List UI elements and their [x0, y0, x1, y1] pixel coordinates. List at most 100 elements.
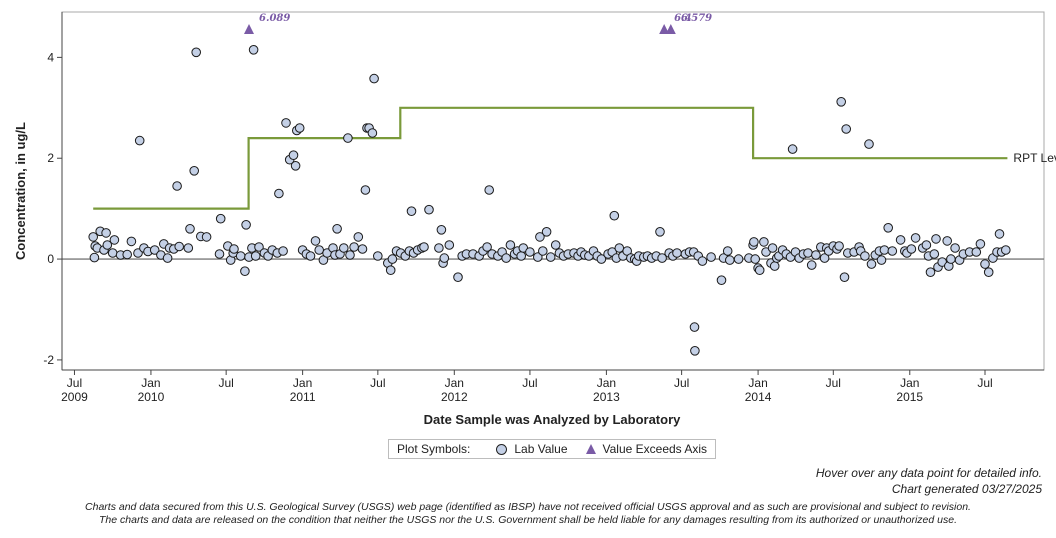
lab-value-point: [343, 133, 353, 143]
lab-value-point: [349, 242, 359, 252]
lab-value-point: [339, 243, 349, 253]
rpt-level-label: RPT Level: [1013, 151, 1056, 165]
lab-value-point: [689, 322, 700, 332]
x-tick-year-label: 2010: [138, 390, 165, 404]
value-exceeds-axis-marker: [659, 24, 670, 34]
lab-value-point: [950, 243, 960, 253]
lab-value-point: [980, 259, 990, 269]
x-tick-label: Jan: [900, 376, 919, 390]
value-exceeds-axis-marker: [244, 24, 255, 34]
lab-value-point: [535, 232, 545, 242]
lab-value-point: [294, 123, 305, 133]
lab-value-point: [866, 259, 877, 269]
lab-value-point: [545, 252, 556, 262]
lab-value-point: [925, 267, 936, 278]
lab-value-point: [369, 73, 379, 84]
x-tick-label: Jan: [597, 376, 616, 390]
lab-value-point: [921, 240, 932, 250]
y-axis-title: Concentration, in ug/L: [13, 122, 28, 260]
lab-value-point: [1001, 245, 1011, 255]
lab-value-point: [655, 227, 665, 237]
plot-area: [61, 11, 1045, 371]
lab-value-point: [387, 254, 398, 264]
lab-value-point: [596, 254, 607, 264]
lab-value-point: [305, 251, 316, 261]
lab-value-point: [803, 248, 813, 258]
x-tick-year-label: 2013: [593, 390, 620, 404]
lab-value-point: [733, 254, 744, 264]
value-exceeds-axis-marker: [665, 24, 676, 34]
lab-value-point: [134, 135, 145, 146]
x-tick-label: Jan: [748, 376, 767, 390]
lab-value-point: [895, 235, 906, 245]
lab-value-point: [971, 247, 982, 257]
lab-value-point: [434, 243, 444, 253]
lab-value-point: [444, 240, 455, 250]
lab-value-point: [248, 45, 259, 55]
value-exceeds-axis-label: 6.4: [674, 13, 691, 24]
x-axis-title: Date Sample was Analyzed by Laboratory: [424, 412, 681, 427]
lab-value-point: [609, 210, 620, 221]
x-tick-label: Jan: [293, 376, 312, 390]
lab-value-point: [876, 255, 887, 265]
lab-value-point: [839, 272, 850, 283]
lab-value-point: [946, 254, 956, 264]
x-tick-label: Jul: [674, 376, 689, 390]
lab-value-point: [201, 232, 212, 242]
lab-value-point: [994, 229, 1005, 239]
x-tick-label: Jan: [141, 376, 160, 390]
lab-value-point: [189, 166, 199, 176]
lab-value-point: [102, 240, 113, 250]
lab-value-point: [367, 128, 378, 138]
lab-value-point: [754, 265, 765, 276]
lab-value-point: [107, 248, 118, 258]
lab-value-point: [162, 253, 173, 263]
lab-value-point: [841, 124, 852, 134]
legend-title: Plot Symbols:: [397, 442, 471, 456]
value-exceeds-axis-label: 6.579: [681, 13, 712, 24]
x-tick-year-label: 2015: [896, 390, 923, 404]
lab-value-point: [183, 243, 194, 253]
lab-value-point: [769, 261, 780, 271]
lab-value-point: [879, 245, 890, 255]
lab-value-point: [538, 246, 548, 256]
lab-value-point: [240, 266, 250, 277]
lab-value-point: [864, 139, 874, 149]
lab-value-point: [439, 253, 450, 263]
lab-value-point: [373, 251, 383, 261]
lab-value-point: [975, 239, 986, 249]
value-exceeds-axis-label: 6.089: [259, 13, 290, 24]
lab-value-point: [716, 275, 727, 286]
lab-value-point: [883, 223, 894, 233]
x-tick-label: Jul: [977, 376, 992, 390]
x-tick-year-label: 2011: [290, 390, 316, 404]
hover-note: Hover over any data point for detailed i…: [815, 466, 1042, 480]
lab-value-point: [357, 244, 368, 254]
lab-value-point: [482, 242, 492, 252]
y-tick-label: 2: [47, 151, 54, 165]
lab-value-point: [516, 251, 527, 261]
lab-value-point: [759, 237, 769, 247]
lab-value-point: [290, 161, 301, 171]
rpt-level-line: [93, 106, 1008, 210]
lab-value-point: [215, 213, 226, 224]
y-tick-label: -2: [43, 353, 54, 367]
disclaimer-line-2: The charts and data are released on the …: [99, 514, 957, 526]
lab-value-point: [541, 227, 552, 237]
lab-value-point: [88, 232, 98, 242]
x-tick-label: Jul: [67, 376, 82, 390]
lab-value-point: [424, 204, 434, 215]
lab-value-point: [453, 272, 463, 283]
lab-value-point: [749, 237, 759, 247]
lab-value-point: [657, 253, 667, 263]
lab-value-point: [191, 47, 201, 58]
lab-value-point: [484, 185, 495, 195]
lab-value-point: [274, 188, 284, 199]
lab-value-point: [281, 118, 291, 128]
lab-value-point: [706, 252, 716, 262]
lab-value-point: [278, 246, 288, 256]
lab-value-point: [787, 144, 798, 154]
x-tick-label: Jul: [218, 376, 233, 390]
lab-value-point: [419, 242, 429, 252]
lab-value-point: [310, 236, 321, 246]
